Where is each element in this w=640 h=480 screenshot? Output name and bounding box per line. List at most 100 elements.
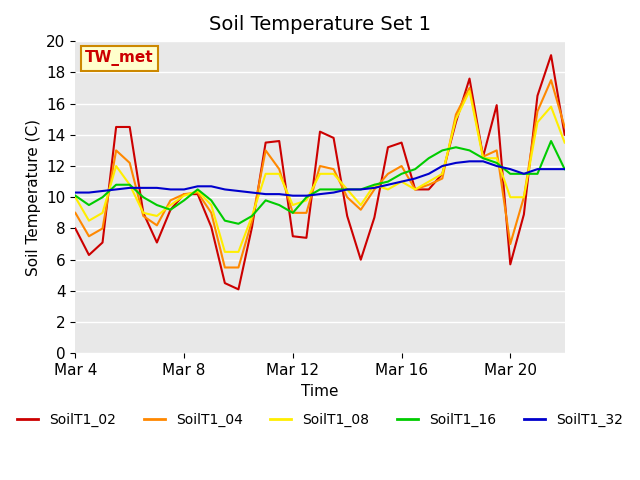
SoilT1_08 [330,171,337,177]
SoilT1_32 [194,183,202,189]
SoilT1_08 [520,194,528,200]
SoilT1_32 [343,187,351,192]
SoilT1_16 [85,202,93,208]
SoilT1_08 [371,182,378,188]
SoilT1_08 [248,213,256,219]
SoilT1_08 [153,213,161,219]
Y-axis label: Soil Temperature (C): Soil Temperature (C) [26,119,41,276]
SoilT1_08 [466,88,474,94]
SoilT1_04 [561,124,568,130]
SoilT1_16 [112,182,120,188]
SoilT1_32 [438,163,446,169]
SoilT1_08 [425,179,433,184]
SoilT1_08 [166,202,174,208]
SoilT1_16 [371,182,378,188]
SoilT1_08 [357,202,365,208]
SoilT1_02 [330,135,337,141]
SoilT1_08 [126,182,134,188]
SoilT1_16 [194,187,202,192]
SoilT1_04 [520,194,528,200]
SoilT1_04 [397,163,405,169]
SoilT1_02 [534,93,541,98]
SoilT1_16 [506,171,514,177]
X-axis label: Time: Time [301,384,339,399]
SoilT1_02 [166,207,174,213]
SoilT1_04 [248,218,256,224]
SoilT1_04 [343,194,351,200]
SoilT1_02 [506,262,514,267]
SoilT1_32 [316,191,324,197]
SoilT1_02 [221,280,228,286]
SoilT1_16 [493,160,500,166]
SoilT1_08 [316,171,324,177]
SoilT1_08 [561,140,568,145]
SoilT1_32 [207,183,215,189]
SoilT1_32 [561,166,568,172]
SoilT1_32 [126,185,134,191]
SoilT1_32 [140,185,147,191]
SoilT1_32 [235,188,243,194]
SoilT1_08 [506,194,514,200]
SoilT1_32 [221,187,228,192]
SoilT1_04 [357,207,365,213]
SoilT1_04 [534,108,541,114]
SoilT1_16 [343,187,351,192]
SoilT1_04 [99,226,106,231]
SoilT1_02 [547,52,555,58]
SoilT1_08 [207,202,215,208]
SoilT1_32 [397,179,405,184]
SoilT1_16 [384,179,392,184]
SoilT1_32 [153,185,161,191]
SoilT1_08 [112,163,120,169]
SoilT1_04 [303,210,310,216]
SoilT1_16 [452,144,460,150]
SoilT1_08 [72,194,79,200]
SoilT1_04 [412,187,419,192]
SoilT1_08 [303,197,310,203]
SoilT1_32 [248,190,256,195]
SoilT1_08 [493,156,500,161]
SoilT1_04 [384,171,392,177]
SoilT1_02 [397,140,405,145]
SoilT1_04 [235,264,243,270]
SoilT1_02 [357,257,365,263]
SoilT1_32 [275,191,283,197]
SoilT1_02 [371,215,378,220]
SoilT1_02 [452,120,460,125]
SoilT1_16 [561,166,568,172]
SoilT1_16 [99,194,106,200]
SoilT1_16 [425,156,433,161]
Legend: SoilT1_02, SoilT1_04, SoilT1_08, SoilT1_16, SoilT1_32: SoilT1_02, SoilT1_04, SoilT1_08, SoilT1_… [12,407,628,432]
Title: Soil Temperature Set 1: Soil Temperature Set 1 [209,15,431,34]
SoilT1_08 [235,249,243,255]
SoilT1_02 [248,224,256,230]
SoilT1_08 [99,210,106,216]
SoilT1_04 [547,77,555,83]
SoilT1_16 [397,171,405,177]
SoilT1_32 [166,187,174,192]
SoilT1_04 [316,163,324,169]
SoilT1_08 [384,187,392,192]
SoilT1_08 [452,116,460,122]
SoilT1_08 [479,156,487,161]
Line: SoilT1_08: SoilT1_08 [76,91,564,252]
SoilT1_04 [371,187,378,192]
SoilT1_04 [262,147,269,153]
SoilT1_08 [140,210,147,216]
SoilT1_32 [425,171,433,177]
SoilT1_16 [357,187,365,192]
SoilT1_16 [72,193,79,199]
Line: SoilT1_16: SoilT1_16 [76,141,564,224]
SoilT1_16 [412,166,419,172]
SoilT1_08 [275,171,283,177]
SoilT1_02 [153,240,161,245]
SoilT1_32 [262,191,269,197]
SoilT1_16 [235,221,243,227]
SoilT1_32 [357,187,365,192]
SoilT1_32 [330,190,337,195]
SoilT1_02 [140,210,147,216]
SoilT1_32 [493,163,500,169]
SoilT1_08 [262,171,269,177]
SoilT1_16 [166,207,174,213]
SoilT1_32 [180,187,188,192]
